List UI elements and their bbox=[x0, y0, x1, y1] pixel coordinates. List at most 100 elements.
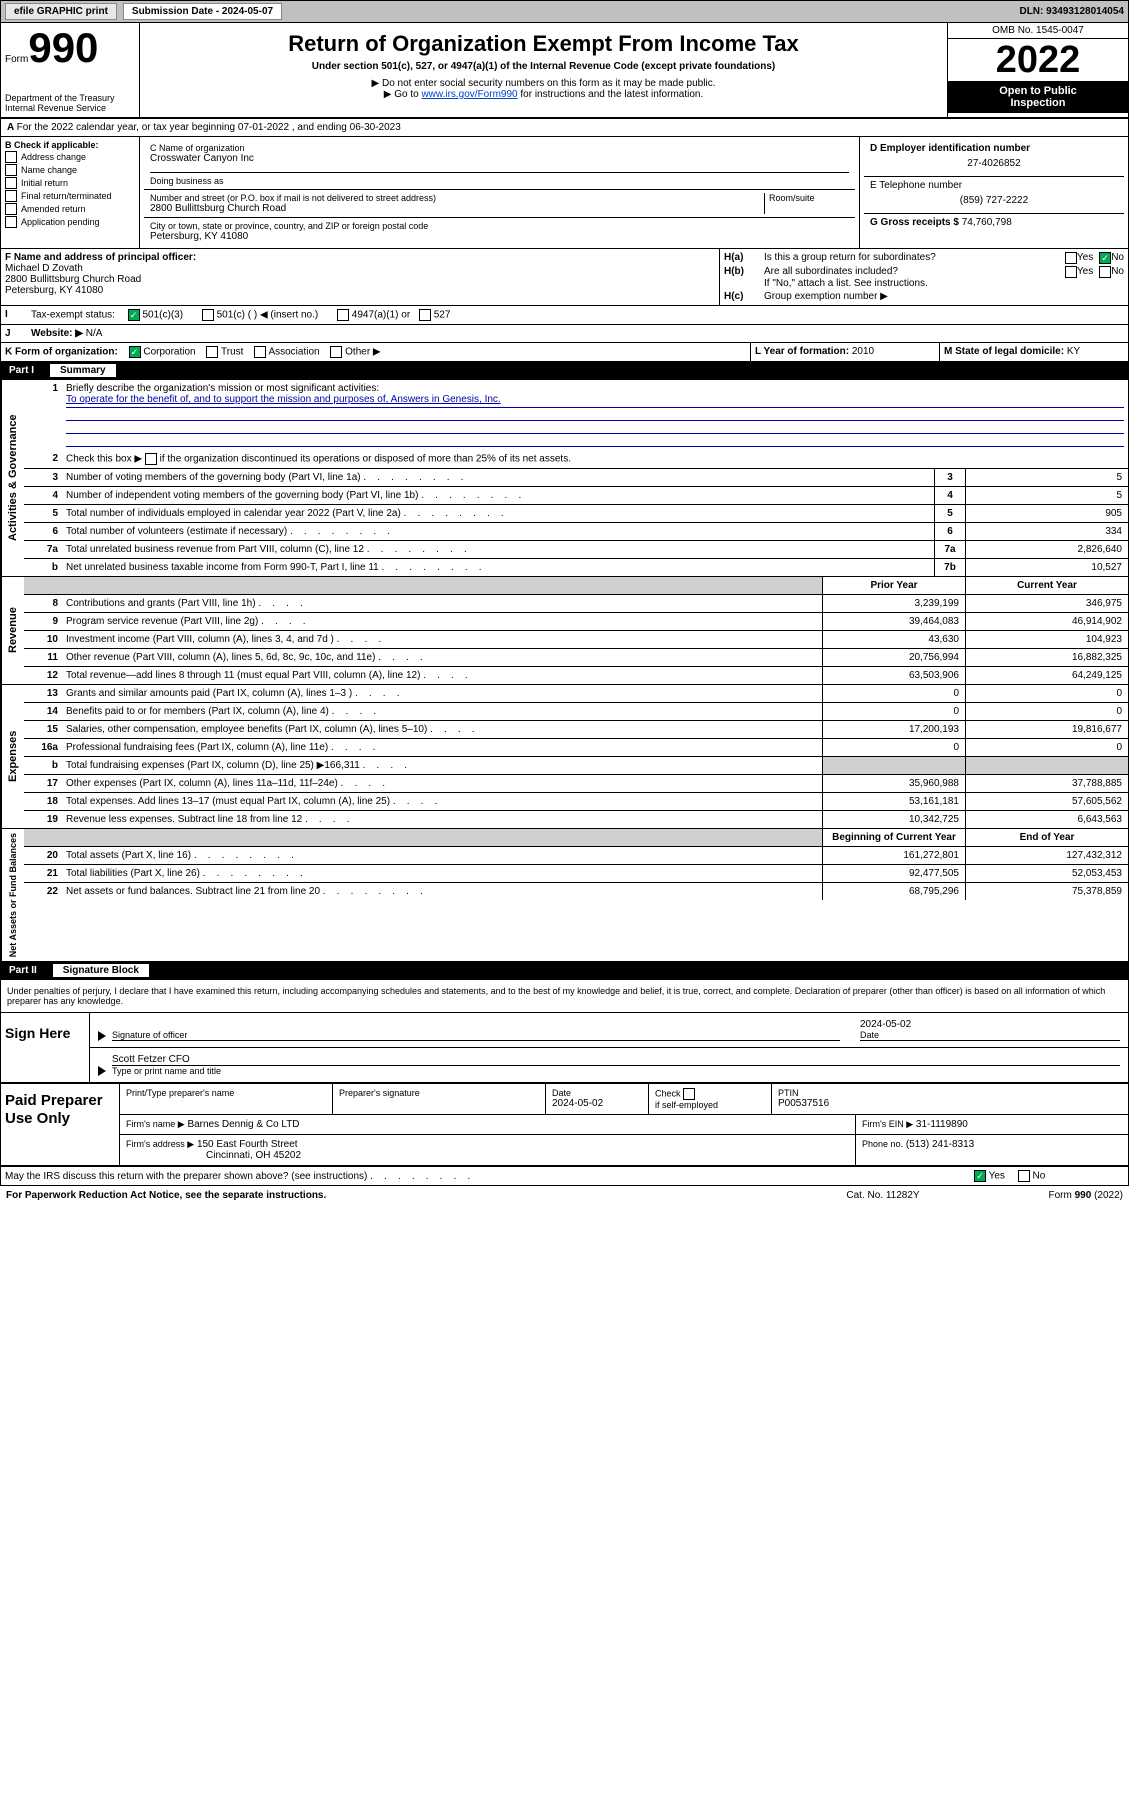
current-val: 57,605,562 bbox=[965, 793, 1128, 810]
ha-yes[interactable] bbox=[1065, 252, 1077, 264]
submission-date: Submission Date - 2024-05-07 bbox=[123, 3, 282, 20]
box-b-label: B Check if applicable: bbox=[5, 140, 135, 150]
summary-desc: Program service revenue (Part VIII, line… bbox=[62, 613, 822, 630]
summary-desc: Salaries, other compensation, employee b… bbox=[62, 721, 822, 738]
summary-desc: Total number of volunteers (estimate if … bbox=[62, 523, 934, 540]
part1-header: Part I Summary bbox=[1, 361, 1128, 380]
check-527[interactable] bbox=[419, 309, 431, 321]
current-val: 0 bbox=[965, 739, 1128, 756]
prep-date: 2024-05-02 bbox=[552, 1098, 642, 1109]
form-title: Return of Organization Exempt From Incom… bbox=[148, 31, 939, 57]
end-year-header: End of Year bbox=[965, 829, 1128, 846]
ein-value: 27-4026852 bbox=[870, 154, 1118, 173]
triangle-icon bbox=[98, 1066, 106, 1076]
triangle-icon bbox=[98, 1031, 106, 1041]
summary-desc: Professional fundraising fees (Part IX, … bbox=[62, 739, 822, 756]
summary-desc: Total liabilities (Part X, line 26) bbox=[62, 865, 822, 882]
summary-desc: Contributions and grants (Part VIII, lin… bbox=[62, 595, 822, 612]
current-val: 64,249,125 bbox=[965, 667, 1128, 684]
check-app-pending[interactable] bbox=[5, 216, 17, 228]
check-discontinued[interactable] bbox=[145, 453, 157, 465]
summary-box: 4 bbox=[934, 487, 965, 504]
summary-desc: Total expenses. Add lines 13–17 (must eq… bbox=[62, 793, 822, 810]
prior-val: 35,960,988 bbox=[822, 775, 965, 792]
prior-val: 63,503,906 bbox=[822, 667, 965, 684]
summary-val: 905 bbox=[965, 505, 1128, 522]
box-h: H(a) Is this a group return for subordin… bbox=[720, 249, 1128, 305]
discuss-no[interactable] bbox=[1018, 1170, 1030, 1182]
check-assoc[interactable] bbox=[254, 346, 266, 358]
current-val: 19,816,677 bbox=[965, 721, 1128, 738]
prior-val: 43,630 bbox=[822, 631, 965, 648]
summary-box: 7b bbox=[934, 559, 965, 576]
e-label: E Telephone number bbox=[870, 180, 1118, 191]
check-address-change[interactable] bbox=[5, 151, 17, 163]
current-year-header: Current Year bbox=[965, 577, 1128, 594]
current-val: 6,643,563 bbox=[965, 811, 1128, 828]
summary-desc: Number of voting members of the governin… bbox=[62, 469, 934, 486]
summary-val: 5 bbox=[965, 487, 1128, 504]
line-a: A For the 2022 calendar year, or tax yea… bbox=[1, 118, 1128, 136]
street-label: Number and street (or P.O. box if mail i… bbox=[150, 193, 764, 203]
prior-val: 20,756,994 bbox=[822, 649, 965, 666]
prior-val: 39,464,083 bbox=[822, 613, 965, 630]
room-label: Room/suite bbox=[764, 193, 849, 214]
check-amended[interactable] bbox=[5, 203, 17, 215]
check-4947[interactable] bbox=[337, 309, 349, 321]
street: 2800 Bullittsburg Church Road bbox=[150, 203, 764, 214]
firm-name: Barnes Dennig & Co LTD bbox=[187, 1119, 299, 1130]
discuss-question: May the IRS discuss this return with the… bbox=[1, 1168, 970, 1185]
form-id-box: Form990 Department of the Treasury Inter… bbox=[1, 23, 140, 117]
hb-no[interactable] bbox=[1099, 266, 1111, 278]
current-val: 16,882,325 bbox=[965, 649, 1128, 666]
box-k: K Form of organization: Corporation Trus… bbox=[1, 343, 750, 361]
irs-label: Internal Revenue Service bbox=[5, 103, 135, 113]
prior-val: 53,161,181 bbox=[822, 793, 965, 810]
current-val: 104,923 bbox=[965, 631, 1128, 648]
part2-header: Part II Signature Block bbox=[1, 961, 1128, 980]
tax-year: 2022 bbox=[948, 39, 1128, 81]
current-val: 52,053,453 bbox=[965, 865, 1128, 882]
prior-val: 10,342,725 bbox=[822, 811, 965, 828]
current-val: 37,788,885 bbox=[965, 775, 1128, 792]
summary-desc: Total fundraising expenses (Part IX, col… bbox=[62, 757, 822, 774]
header-center: Return of Organization Exempt From Incom… bbox=[140, 23, 947, 117]
discuss-yes[interactable] bbox=[974, 1170, 986, 1182]
summary-desc: Net assets or fund balances. Subtract li… bbox=[62, 883, 822, 900]
d-label: D Employer identification number bbox=[870, 143, 1118, 154]
current-val: 127,432,312 bbox=[965, 847, 1128, 864]
current-val: 0 bbox=[965, 685, 1128, 702]
box-c: C Name of organization Crosswater Canyon… bbox=[140, 137, 859, 248]
check-initial-return[interactable] bbox=[5, 177, 17, 189]
boxes-d-e-g: D Employer identification number 27-4026… bbox=[859, 137, 1128, 248]
irs-link[interactable]: www.irs.gov/Form990 bbox=[421, 89, 517, 100]
begin-year-header: Beginning of Current Year bbox=[822, 829, 965, 846]
vert-netassets: Net Assets or Fund Balances bbox=[1, 829, 24, 961]
instruction-2: ▶ Go to www.irs.gov/Form990 for instruct… bbox=[148, 89, 939, 100]
check-self-employed[interactable] bbox=[683, 1088, 695, 1100]
check-corp[interactable] bbox=[129, 346, 141, 358]
check-501c[interactable] bbox=[202, 309, 214, 321]
check-501c3[interactable] bbox=[128, 309, 140, 321]
officer-name: Michael D Zovath bbox=[5, 263, 715, 274]
hb-note: If "No," attach a list. See instructions… bbox=[724, 278, 1124, 289]
efile-button[interactable]: efile GRAPHIC print bbox=[5, 3, 117, 20]
current-val: 75,378,859 bbox=[965, 883, 1128, 900]
summary-box: 7a bbox=[934, 541, 965, 558]
check-final-return[interactable] bbox=[5, 190, 17, 202]
box-l: L Year of formation: 2010 bbox=[750, 343, 939, 361]
ha-no[interactable] bbox=[1099, 252, 1111, 264]
dln-label: DLN: 93493128014054 bbox=[1019, 6, 1124, 17]
summary-desc: Investment income (Part VIII, column (A)… bbox=[62, 631, 822, 648]
summary-box: 5 bbox=[934, 505, 965, 522]
city: Petersburg, KY 41080 bbox=[150, 231, 849, 242]
check-other[interactable] bbox=[330, 346, 342, 358]
penalty-statement: Under penalties of perjury, I declare th… bbox=[1, 980, 1128, 1012]
vert-expenses: Expenses bbox=[1, 685, 24, 828]
vert-revenue: Revenue bbox=[1, 577, 24, 684]
check-name-change[interactable] bbox=[5, 164, 17, 176]
hb-yes[interactable] bbox=[1065, 266, 1077, 278]
firm-addr2: Cincinnati, OH 45202 bbox=[126, 1150, 849, 1161]
check-trust[interactable] bbox=[206, 346, 218, 358]
website-value: N/A bbox=[86, 328, 103, 339]
